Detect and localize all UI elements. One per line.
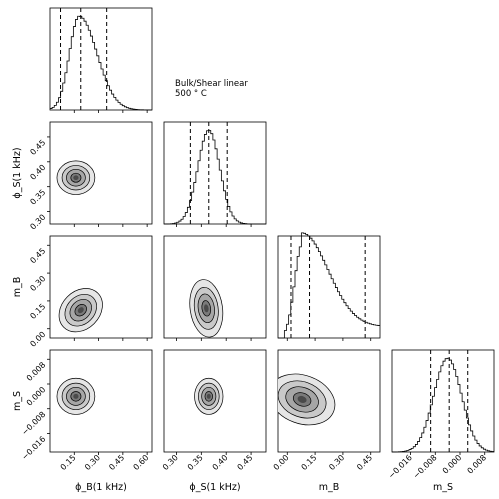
contour-panel-phiS-mS bbox=[163, 349, 267, 453]
xaxis-label-phiB: ϕ_B(1 kHz) bbox=[75, 482, 127, 493]
contour-core bbox=[73, 175, 79, 181]
hist-panel-mS bbox=[391, 349, 495, 453]
contour-panel-phiB-mS bbox=[49, 349, 153, 453]
yaxis-label-mS: m_S bbox=[12, 391, 23, 411]
contour-core bbox=[73, 393, 79, 399]
annotation-line1: Bulk/Shear linear bbox=[175, 79, 248, 89]
xaxis-label-mB: m_B bbox=[319, 482, 340, 493]
hist-line-phiB bbox=[50, 15, 152, 111]
hist-line-mB bbox=[278, 232, 380, 339]
contour-panel-phiS-mB bbox=[163, 235, 267, 339]
yaxis-label-mB: m_B bbox=[12, 277, 23, 298]
hist-line-phiS bbox=[164, 130, 266, 225]
contour-panel-phiB-phiS bbox=[49, 121, 153, 225]
contour-panel-phiB-mB bbox=[49, 235, 153, 339]
xaxis-label-mS: m_S bbox=[433, 482, 453, 493]
hist-panel-phiB bbox=[49, 7, 153, 111]
yaxis-label-phiS: ϕ_S(1 kHz) bbox=[12, 147, 23, 198]
xaxis-label-phiS: ϕ_S(1 kHz) bbox=[189, 482, 240, 493]
hist-line-mS bbox=[392, 357, 494, 453]
contour-core bbox=[204, 304, 209, 313]
contour-core bbox=[77, 307, 84, 314]
annotation-line2: 500 ° C bbox=[175, 89, 207, 99]
hist-panel-mB bbox=[277, 235, 381, 339]
contour-core bbox=[206, 393, 211, 399]
hist-panel-phiS bbox=[163, 121, 267, 225]
contour-core bbox=[297, 395, 307, 403]
